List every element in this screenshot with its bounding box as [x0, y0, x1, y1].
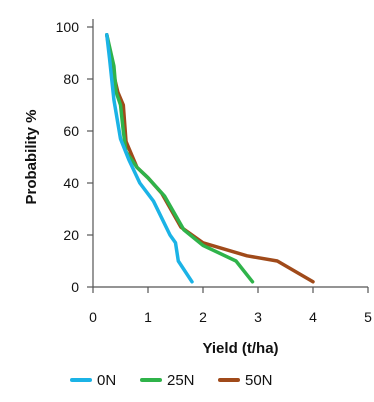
y-tick-label: 0 — [71, 279, 79, 295]
legend-label-0n: 0N — [97, 372, 116, 389]
y-axis-title: Probability % — [23, 109, 40, 204]
x-tick-label: 4 — [309, 309, 317, 325]
x-tick-label: 0 — [89, 309, 97, 325]
series-line-50n — [105, 33, 315, 284]
legend-label-50n: 50N — [245, 372, 273, 389]
series-line-25n — [105, 33, 255, 284]
y-tick-label: 60 — [63, 123, 79, 139]
y-tick-label: 20 — [63, 227, 79, 243]
y-tick-label: 100 — [56, 19, 80, 35]
x-tick-label: 5 — [364, 309, 372, 325]
x-tick-label: 2 — [199, 309, 207, 325]
x-axis-title: Yield (t/ha) — [202, 340, 278, 357]
y-tick-label: 40 — [63, 175, 79, 191]
legend-label-25n: 25N — [167, 372, 195, 389]
x-tick-label: 1 — [144, 309, 152, 325]
x-tick-label: 3 — [254, 309, 262, 325]
y-tick-label: 80 — [63, 71, 79, 87]
series-line-0n — [105, 33, 194, 284]
